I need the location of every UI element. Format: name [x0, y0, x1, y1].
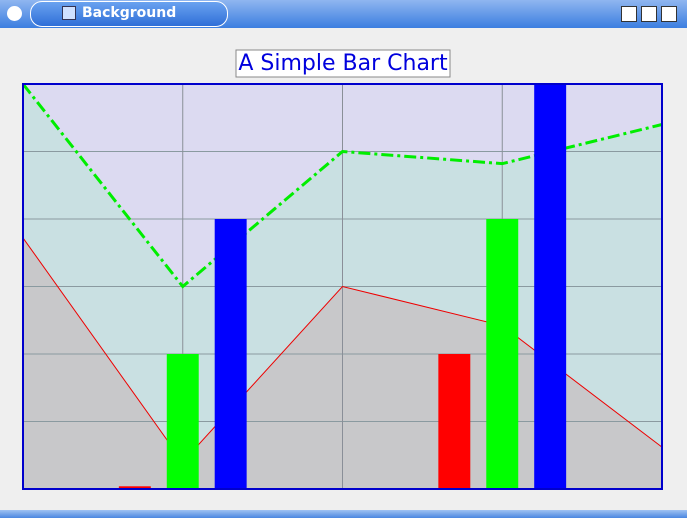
- chart: A Simple Bar Chart: [21, 49, 663, 490]
- plot-frame: [22, 83, 663, 490]
- title-bar: Background: [0, 0, 687, 28]
- window-bottom: [0, 510, 687, 518]
- line: [21, 83, 663, 289]
- maximize-button[interactable]: [641, 6, 657, 22]
- bar: [166, 354, 199, 489]
- minimize-button[interactable]: [621, 6, 637, 22]
- chart-title: A Simple Bar Chart: [238, 51, 448, 76]
- bar: [118, 486, 151, 489]
- window-title: Background: [82, 5, 177, 21]
- bar: [534, 84, 567, 489]
- title-box: [235, 49, 451, 78]
- bar: [438, 354, 471, 489]
- bar: [486, 219, 519, 489]
- app-icon: [62, 6, 76, 20]
- menu-button[interactable]: [7, 6, 22, 21]
- close-button[interactable]: [661, 6, 677, 22]
- bar: [214, 219, 247, 489]
